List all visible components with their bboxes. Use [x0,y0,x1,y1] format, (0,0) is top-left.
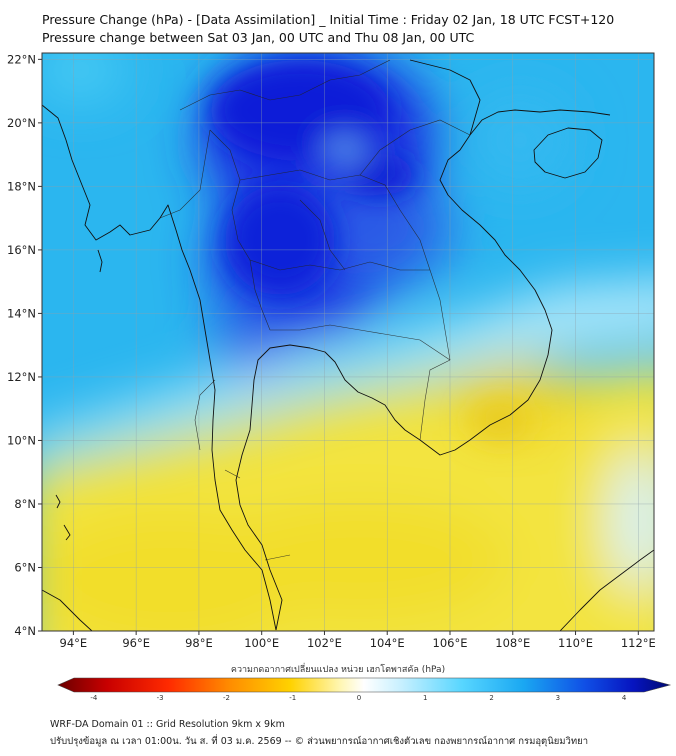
lon-tick-label: 98°E [185,636,213,650]
coastlines [42,59,654,631]
lon-tick-label: 104°E [370,636,405,650]
pressure-field [42,53,654,631]
lat-tick-label: 10°N [7,433,36,447]
footer-credit: ปรับปรุงข้อมูล ณ เวลา 01:00น. วัน ส. ที่… [50,736,589,747]
colorbar-tick-label: 3 [556,694,560,700]
lat-tick-label: 16°N [7,243,36,257]
lat-tick-label: 6°N [14,560,36,574]
lon-tick-label: 108°E [495,636,530,650]
lat-tick-label: 18°N [7,179,36,193]
colorbar-ticks: -4 -3 -2 -1 0 1 2 3 4 [90,694,626,700]
colorbar-tick-label: 0 [357,694,361,700]
colorbar-tick-label: -3 [157,694,164,700]
lon-tick-label: 110°E [558,636,593,650]
lat-tick-label: 22°N [7,52,36,66]
lon-tick-label: 112°E [621,636,656,650]
lat-tick-label: 20°N [7,116,36,130]
colorbar-tick-label: 4 [622,694,627,700]
colorbar-bar [57,677,672,693]
map-title: Pressure Change (hPa) - [Data Assimilati… [42,12,615,27]
lat-tick-label: 4°N [14,624,36,638]
country-borders [159,59,471,561]
colorbar: -4 -3 -2 -1 0 1 2 3 4 [57,677,672,700]
colorbar-tick-label: 1 [423,694,427,700]
lon-tick-label: 100°E [244,636,279,650]
colorbar-title: ความกดอากาศเปลี่ยนแปลง หน่วย เฮกโตพาสคัล… [230,665,446,675]
colorbar-tick-label: -1 [289,694,296,700]
lon-tick-label: 106°E [433,636,468,650]
map-frame [41,52,655,632]
lon-tick-label: 94°E [60,636,88,650]
longitude-ticks: 94°E 96°E 98°E 100°E 102°E 104°E 106°E 108°E 110… [60,631,656,650]
lat-tick-label: 14°N [7,306,36,320]
colorbar-tick-label: -2 [223,694,230,700]
lat-tick-label: 8°N [14,497,36,511]
latitude-ticks: 4°N 6°N 8°N 10°N 12°N 14°N 16°N 18°N 20°N 22°N [7,52,42,638]
lon-tick-label: 96°E [122,636,150,650]
colorbar-tick-label: 2 [489,694,493,700]
lon-tick-label: 102°E [307,636,342,650]
map-subtitle: Pressure change between Sat 03 Jan, 00 U… [42,30,475,45]
lat-tick-label: 12°N [7,370,36,384]
footer-model-info: WRF-DA Domain 01 :: Grid Resolution 9km … [50,719,285,730]
colorbar-tick-label: -4 [90,694,98,700]
pressure-change-map: 94°E 96°E 98°E 100°E 102°E 104°E 106°E 108°E 110… [7,52,672,700]
